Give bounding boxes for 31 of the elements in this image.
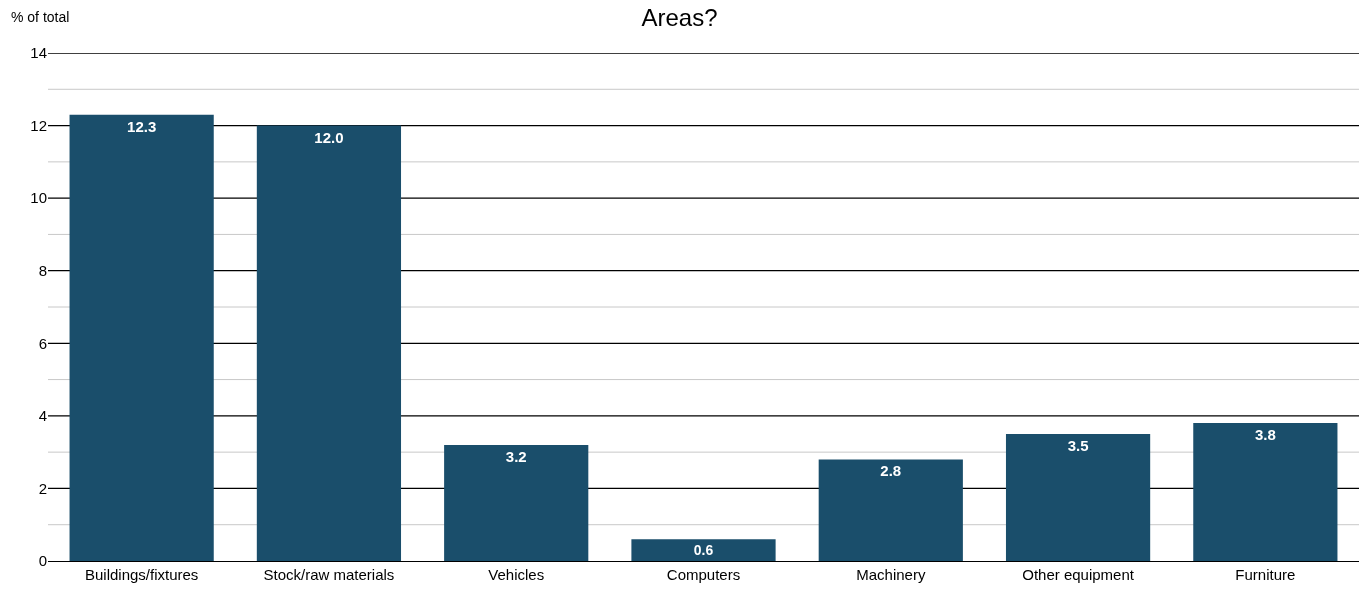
data-label: 12.0 [314,128,344,146]
y-tick-label: 0 [38,552,47,570]
y-tick-label: 2 [38,479,47,497]
y-axis-title: % of total [11,9,70,25]
x-tick-label: Furniture [1235,566,1296,584]
bar [1005,434,1151,561]
x-tick-label: Stock/raw materials [263,566,395,584]
y-tick-label: 8 [38,261,47,279]
data-label: 2.8 [880,462,902,480]
bar [1193,423,1338,561]
y-tick-label: 14 [30,44,47,62]
bar [444,444,589,561]
y-tick-label: 4 [38,407,47,425]
x-tick-label: Buildings/fixtures [84,566,199,584]
data-label: 3.5 [1067,437,1089,454]
x-tick-label: Other equipment [1022,566,1135,584]
chart-title: Areas? [641,3,718,31]
y-tick-label: 10 [30,189,47,207]
bar [631,539,776,561]
bar [818,459,963,561]
data-label: 0.6 [693,542,714,559]
y-tick-label: 12 [30,116,47,134]
bar [256,125,402,561]
data-label: 3.2 [505,447,527,465]
bar [69,114,214,561]
data-label: 3.8 [1254,426,1276,444]
x-tick-label: Computers [666,566,741,584]
y-tick-label: 6 [38,334,47,352]
x-tick-label: Vehicles [488,566,545,584]
data-label: 12.3 [127,117,157,135]
x-tick-label: Machinery [856,566,926,584]
